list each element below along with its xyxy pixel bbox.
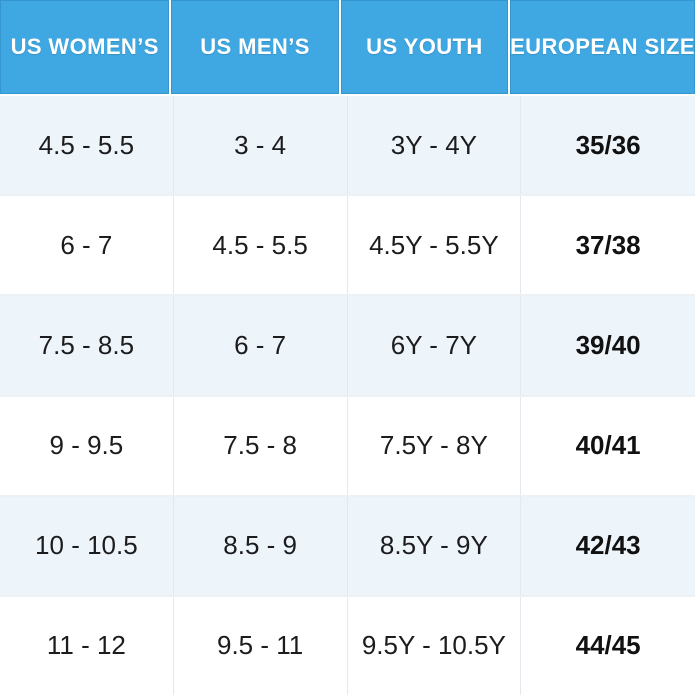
cell-us-youth: 6Y - 7Y bbox=[348, 296, 522, 395]
cell-us-youth: 7.5Y - 8Y bbox=[348, 396, 522, 495]
header-cell-us-womens: US WOMEN’S bbox=[0, 0, 170, 94]
table-row: 7.5 - 8.5 6 - 7 6Y - 7Y 39/40 bbox=[0, 296, 695, 397]
header-row: US WOMEN’S US MEN’S US YOUTH EUROPEAN SI… bbox=[0, 0, 695, 94]
table-row: 4.5 - 5.5 3 - 4 3Y - 4Y 35/36 bbox=[0, 96, 695, 197]
cell-us-womens: 7.5 - 8.5 bbox=[0, 296, 174, 395]
cell-european-size: 37/38 bbox=[575, 229, 641, 260]
header-cell-us-mens: US MEN’S bbox=[169, 0, 339, 94]
cell-us-youth: 8.5Y - 9Y bbox=[348, 496, 522, 595]
cell-us-mens: 4.5 - 5.5 bbox=[174, 196, 348, 295]
cell-us-womens: 6 - 7 bbox=[0, 196, 174, 295]
cell-us-youth: 3Y - 4Y bbox=[348, 96, 522, 195]
cell-european-size: 35/36 bbox=[575, 129, 641, 160]
cell-european-size: 40/41 bbox=[575, 430, 641, 461]
cell-us-womens: 11 - 12 bbox=[0, 596, 174, 695]
cell-us-mens: 3 - 4 bbox=[174, 96, 348, 195]
cell-us-womens: 9 - 9.5 bbox=[0, 396, 174, 495]
cell-european-size: 44/45 bbox=[575, 630, 641, 661]
cell-us-youth: 9.5Y - 10.5Y bbox=[348, 596, 522, 695]
table-row: 6 - 7 4.5 - 5.5 4.5Y - 5.5Y 37/38 bbox=[0, 196, 695, 297]
cell-european-size: 39/40 bbox=[575, 329, 641, 360]
cell-us-mens: 9.5 - 11 bbox=[174, 596, 348, 695]
cell-us-mens: 8.5 - 9 bbox=[174, 496, 348, 595]
cell-us-youth: 4.5Y - 5.5Y bbox=[348, 196, 522, 295]
header-cell-us-youth: US YOUTH bbox=[338, 0, 509, 94]
table-row: 9 - 9.5 7.5 - 8 7.5Y - 8Y 40/41 bbox=[0, 396, 695, 497]
cell-european-size: 42/43 bbox=[575, 530, 641, 561]
table-row: 10 - 10.5 8.5 - 9 8.5Y - 9Y 42/43 bbox=[0, 496, 695, 597]
cell-us-mens: 7.5 - 8 bbox=[174, 396, 348, 495]
header-cell-european-size: EUROPEAN SIZE bbox=[508, 0, 695, 94]
table-row: 11 - 12 9.5 - 11 9.5Y - 10.5Y 44/45 bbox=[0, 596, 695, 695]
cell-us-womens: 4.5 - 5.5 bbox=[0, 96, 174, 195]
cell-us-womens: 10 - 10.5 bbox=[0, 496, 174, 595]
cell-us-mens: 6 - 7 bbox=[174, 296, 348, 395]
